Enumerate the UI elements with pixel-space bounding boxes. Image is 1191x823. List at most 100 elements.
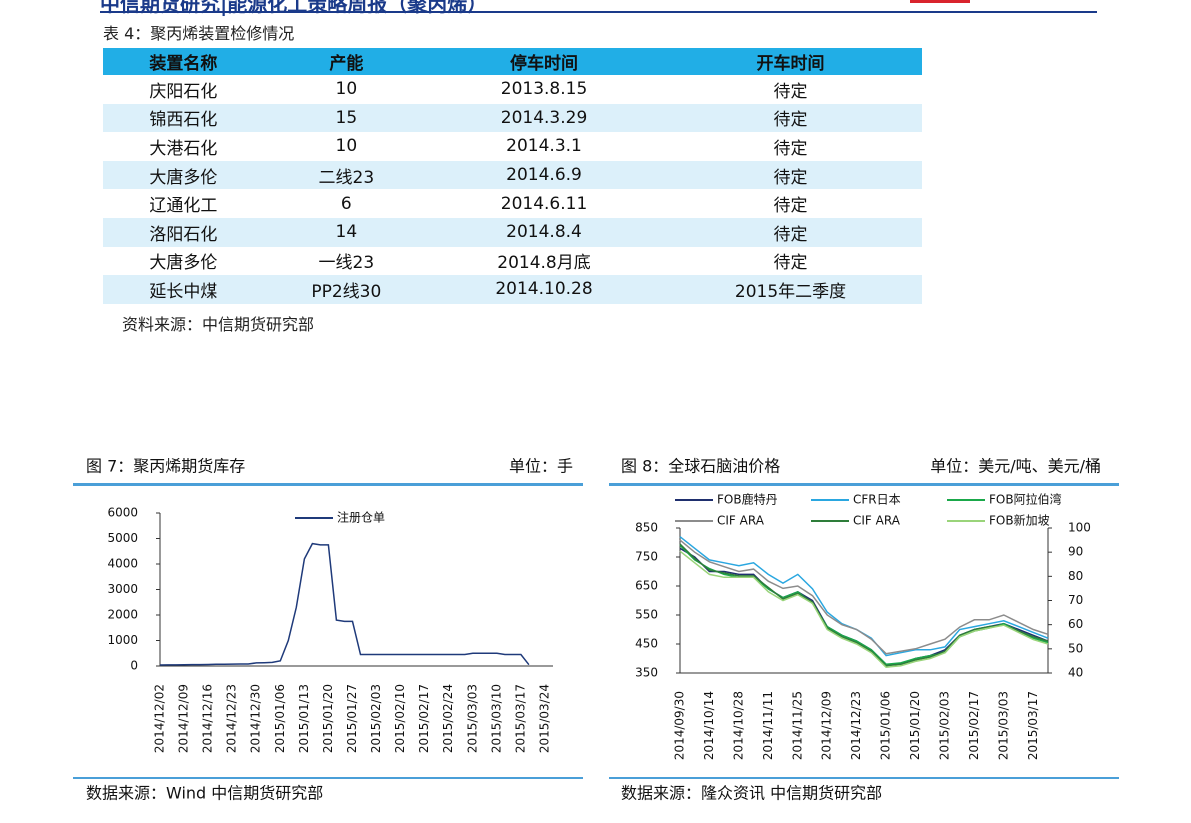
logo-bar (910, 0, 970, 3)
x-tick-label: 2015/03/03 (465, 684, 479, 753)
y2-tick-label: 60 (1068, 617, 1083, 631)
y-tick-label: 550 (635, 608, 658, 622)
table-row: 大唐多伦 一线23 2014.8月底 待定 (103, 247, 922, 276)
y2-tick-label: 90 (1068, 545, 1083, 559)
panel-top-rule (73, 483, 583, 486)
y-tick-label: 750 (635, 550, 658, 564)
x-tick-label: 2014/12/23 (225, 684, 239, 753)
x-tick-label: 2015/03/24 (537, 684, 551, 753)
series-line (679, 539, 1049, 655)
x-tick-label: 2015/02/10 (393, 684, 407, 753)
header-cell: 停车时间 (429, 48, 660, 75)
legend-label: CFR日本 (853, 493, 901, 507)
y2-tick-label: 80 (1068, 569, 1083, 583)
table-source: 资料来源：中信期货研究部 (122, 315, 315, 334)
x-tick-label: 2014/12/23 (849, 691, 863, 760)
x-tick-label: 2015/02/17 (417, 684, 431, 753)
series-line (159, 542, 530, 666)
chart-title: 图 8：全球石脑油价格 (621, 457, 780, 476)
table-cell: 15 (263, 103, 429, 133)
x-tick-label: 2015/01/06 (879, 691, 893, 760)
table-cell: 2014.8月底 (497, 253, 591, 274)
table-cell: PP2线30 (263, 275, 429, 304)
x-tick-label: 2014/11/11 (761, 691, 775, 760)
x-tick-label: 2015/03/17 (1026, 691, 1040, 760)
table: 装置名称 产能 停车时间 开车时间 庆阳石化 10 2013.8.15 待定 锦西石化 15 201… (103, 48, 922, 304)
table-row: 大唐多伦 二线23 2014.6.9 待定 (103, 160, 922, 190)
table-cell: 14 (263, 217, 429, 247)
table-cell: 2014.3.29 (429, 103, 660, 133)
y-tick-label: 650 (635, 579, 658, 593)
chart-source: 数据来源：隆众资讯 中信期货研究部 (621, 784, 882, 803)
chart-unit: 单位：手 (509, 457, 573, 476)
table-cell: 待定 (659, 160, 922, 190)
panel-top-rule (609, 483, 1119, 486)
table-cell: 大唐多伦 (103, 160, 264, 190)
y2-tick-label: 50 (1068, 641, 1083, 655)
table-cell: 庆阳石化 (149, 81, 218, 102)
x-tick-label: 2015/02/03 (937, 691, 951, 760)
table-cell: 2014.3.1 (506, 136, 582, 157)
table-cell: 洛阳石化 (103, 217, 264, 247)
x-tick-label: 2014/10/28 (731, 691, 745, 760)
table-cell: 10 (335, 79, 358, 100)
x-tick-label: 2014/12/02 (153, 684, 167, 753)
table-cell: 2015年二季度 (659, 275, 922, 304)
table-row: 大港石化 10 2014.3.1 待定 (103, 132, 922, 161)
legend-label: FOB新加坡 (989, 513, 1050, 528)
legend-label: FOB鹿特丹 (717, 492, 778, 507)
chart-unit: 单位：美元/吨、美元/桶 (930, 457, 1101, 476)
table-cell: 2014.8.4 (429, 217, 660, 247)
y-tick-label: 0 (130, 659, 138, 673)
table-cell: 二线23 (263, 160, 429, 190)
header-cell: 开车时间 (659, 48, 922, 75)
legend-label: FOB阿拉伯湾 (989, 492, 1062, 507)
y-tick-label: 4000 (107, 557, 138, 571)
x-tick-label: 2014/10/14 (702, 691, 716, 760)
table-row: 延长中煤 PP2线30 2014.10.28 2015年二季度 (103, 275, 922, 304)
y-tick-label: 6000 (107, 506, 138, 520)
table-cell: 一线23 (318, 253, 375, 274)
table-cell: 2014.6.11 (500, 193, 588, 214)
table-caption: 表 4：聚丙烯装置检修情况 (103, 24, 295, 43)
y-tick-label: 850 (635, 521, 658, 535)
table-cell: 待定 (773, 138, 808, 159)
table-row: 洛阳石化 14 2014.8.4 待定 (103, 217, 922, 247)
y2-tick-label: 100 (1068, 521, 1091, 535)
table-cell: 锦西石化 (103, 103, 264, 133)
x-tick-label: 2015/01/27 (345, 684, 359, 753)
y2-tick-label: 70 (1068, 593, 1083, 607)
legend-label: CIF ARA (853, 514, 901, 528)
header-cell: 产能 (263, 48, 429, 75)
panel-bottom-rule (73, 777, 583, 779)
y-tick-label: 1000 (107, 633, 138, 647)
chart-source: 数据来源：Wind 中信期货研究部 (86, 784, 323, 803)
y2-tick-label: 40 (1068, 666, 1083, 680)
x-tick-label: 2014/12/30 (249, 684, 263, 753)
x-tick-label: 2014/09/30 (673, 691, 687, 760)
table-cell: 大港石化 (149, 138, 218, 159)
table-row: 辽通化工 6 2014.6.11 待定 (103, 189, 922, 218)
x-tick-label: 2014/12/09 (177, 684, 191, 753)
header-row: 装置名称 产能 停车时间 开车时间 (103, 48, 922, 75)
x-tick-label: 2014/12/16 (201, 684, 215, 753)
y-tick-label: 3000 (107, 582, 138, 596)
y-tick-label: 2000 (107, 608, 138, 622)
table-cell: 待定 (773, 81, 808, 102)
x-tick-label: 2015/03/17 (513, 684, 527, 753)
x-tick-label: 2015/01/20 (321, 684, 335, 753)
y-tick-label: 450 (635, 637, 658, 651)
series-line (679, 543, 1049, 667)
table-cell: 待定 (773, 253, 808, 274)
y-tick-label: 350 (635, 666, 658, 680)
legend-label: 注册仓单 (337, 510, 385, 525)
header-cell: 装置名称 (103, 48, 264, 75)
table-cell: 6 (340, 193, 352, 214)
table-cell: 2014.10.28 (429, 275, 660, 304)
table-cell: 2013.8.15 (500, 79, 588, 100)
x-tick-label: 2015/03/03 (996, 691, 1010, 760)
header-rule (100, 11, 1097, 13)
x-tick-label: 2014/11/25 (790, 691, 804, 760)
panel-bottom-rule (609, 777, 1119, 779)
